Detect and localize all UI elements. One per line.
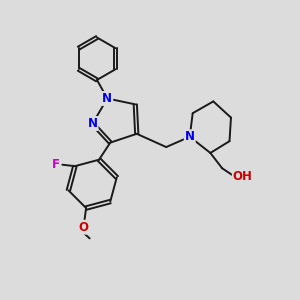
Text: OH: OH: [233, 170, 253, 183]
Text: N: N: [185, 130, 195, 143]
Text: O: O: [78, 221, 88, 234]
Text: N: N: [88, 117, 98, 130]
Text: F: F: [52, 158, 60, 171]
Text: N: N: [102, 92, 112, 105]
